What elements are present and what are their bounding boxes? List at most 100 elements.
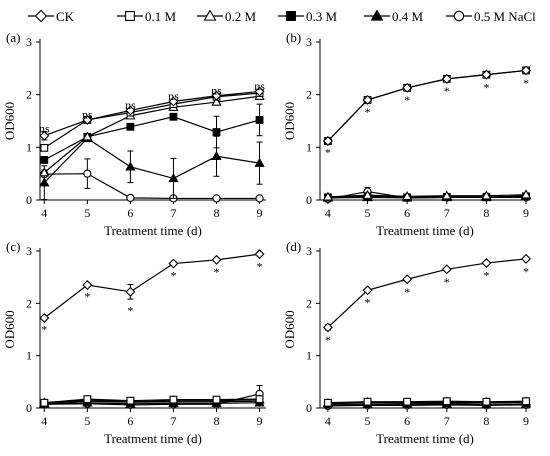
data-point: [39, 130, 50, 141]
y-tick-label: 1: [306, 140, 312, 154]
data-point: [255, 116, 264, 124]
data-point: [521, 65, 532, 76]
data-point: [441, 264, 452, 275]
x-tick-label: 6: [127, 414, 133, 428]
data-point: [39, 177, 50, 187]
significance-label: *: [444, 84, 450, 98]
x-tick-label: 8: [213, 206, 219, 220]
data-point: [322, 191, 334, 201]
series-line: [44, 402, 260, 405]
significance-label: *: [127, 304, 133, 318]
series-triangle-open: [322, 189, 532, 201]
y-tick-label: 3: [306, 244, 312, 258]
data-point: [255, 194, 264, 203]
legend-marker-triangle-open: [203, 9, 217, 21]
data-point: [40, 398, 49, 407]
x-tick-label: 7: [170, 206, 176, 220]
x-axis-title: Treatment time (d): [104, 431, 202, 446]
data-point: [362, 189, 373, 199]
series-diamond-open: [39, 249, 265, 323]
x-tick-label: 7: [444, 206, 450, 220]
x-tick-label: 6: [404, 414, 410, 428]
legend-marker-square-filled: [286, 11, 296, 21]
x-tick-label: 5: [365, 414, 371, 428]
series-line: [44, 173, 260, 200]
y-tick-label: 2: [26, 88, 32, 102]
data-point: [83, 169, 92, 178]
data-point: [83, 395, 92, 404]
series-line: [44, 398, 260, 404]
data-point: [168, 173, 179, 183]
y-tick-label: 0: [306, 401, 312, 415]
significance-label: ns: [39, 121, 50, 135]
series-line: [327, 69, 527, 142]
x-tick-label: 8: [213, 414, 219, 428]
data-point: [254, 249, 265, 260]
x-tick-label: 5: [84, 414, 90, 428]
significance-label: *: [404, 285, 410, 299]
y-tick-label: 2: [306, 88, 312, 102]
significance-label: *: [365, 105, 371, 119]
significance-label: *: [365, 295, 371, 309]
y-axis-title: OD600: [2, 310, 17, 348]
data-point: [40, 156, 49, 164]
x-tick-label: 6: [404, 206, 410, 220]
x-tick-label: 4: [41, 414, 47, 428]
series-line: [43, 253, 260, 319]
series-line: [327, 194, 527, 198]
data-point: [211, 150, 222, 160]
panel-label: (c): [6, 239, 20, 254]
x-axis-title: Treatment time (d): [376, 223, 474, 238]
data-point: [254, 86, 265, 97]
significance-label: *: [170, 269, 176, 283]
significance-label: ns: [125, 98, 136, 112]
data-point: [125, 286, 136, 297]
panel-label: (b): [286, 30, 301, 45]
data-point: [82, 131, 93, 141]
significance-label: *: [523, 264, 529, 278]
series-triangle-open: [39, 90, 265, 177]
series-line: [44, 90, 260, 137]
data-point: [441, 73, 452, 84]
data-point: [441, 190, 452, 200]
series-line: [327, 195, 527, 198]
y-tick-label: 2: [26, 296, 32, 310]
data-point: [169, 395, 178, 404]
series-square-open: [40, 89, 264, 152]
series-line: [327, 404, 527, 407]
data-point: [521, 253, 532, 264]
data-point: [520, 189, 532, 199]
data-point: [39, 167, 50, 177]
series-line: [43, 95, 260, 174]
legend-marker-square-open: [125, 11, 135, 21]
data-point: [212, 395, 221, 404]
data-point: [481, 258, 492, 269]
series-circle-open: [40, 158, 264, 203]
y-axis-title: OD600: [282, 310, 297, 348]
significance-label: *: [213, 265, 219, 279]
x-tick-label: 9: [523, 206, 529, 220]
x-tick-label: 8: [483, 206, 489, 220]
legend-label: 0.4 M: [392, 9, 424, 24]
data-point: [169, 112, 178, 121]
y-tick-label: 1: [26, 349, 32, 363]
legend-marker-circle-open: [453, 10, 465, 22]
x-tick-label: 4: [325, 414, 331, 428]
legend-marker-diamond-open: [34, 9, 48, 23]
series-diamond-open: [322, 253, 532, 333]
data-point: [442, 397, 451, 406]
legend: CK 0.1 M 0.2 M 0.3 M 0.4 M 0.5 M NaCl: [28, 9, 536, 24]
data-point: [211, 254, 222, 265]
significance-label: *: [41, 323, 47, 337]
y-axis-title: OD600: [282, 102, 297, 140]
series-square-open: [324, 397, 530, 407]
data-point: [362, 285, 373, 296]
x-tick-label: 7: [170, 414, 176, 428]
series-square-filled: [40, 103, 264, 164]
data-point: [168, 96, 179, 107]
data-point: [482, 397, 491, 406]
y-tick-label: 0: [306, 193, 312, 207]
x-tick-label: 7: [444, 414, 450, 428]
significance-label: *: [84, 290, 90, 304]
